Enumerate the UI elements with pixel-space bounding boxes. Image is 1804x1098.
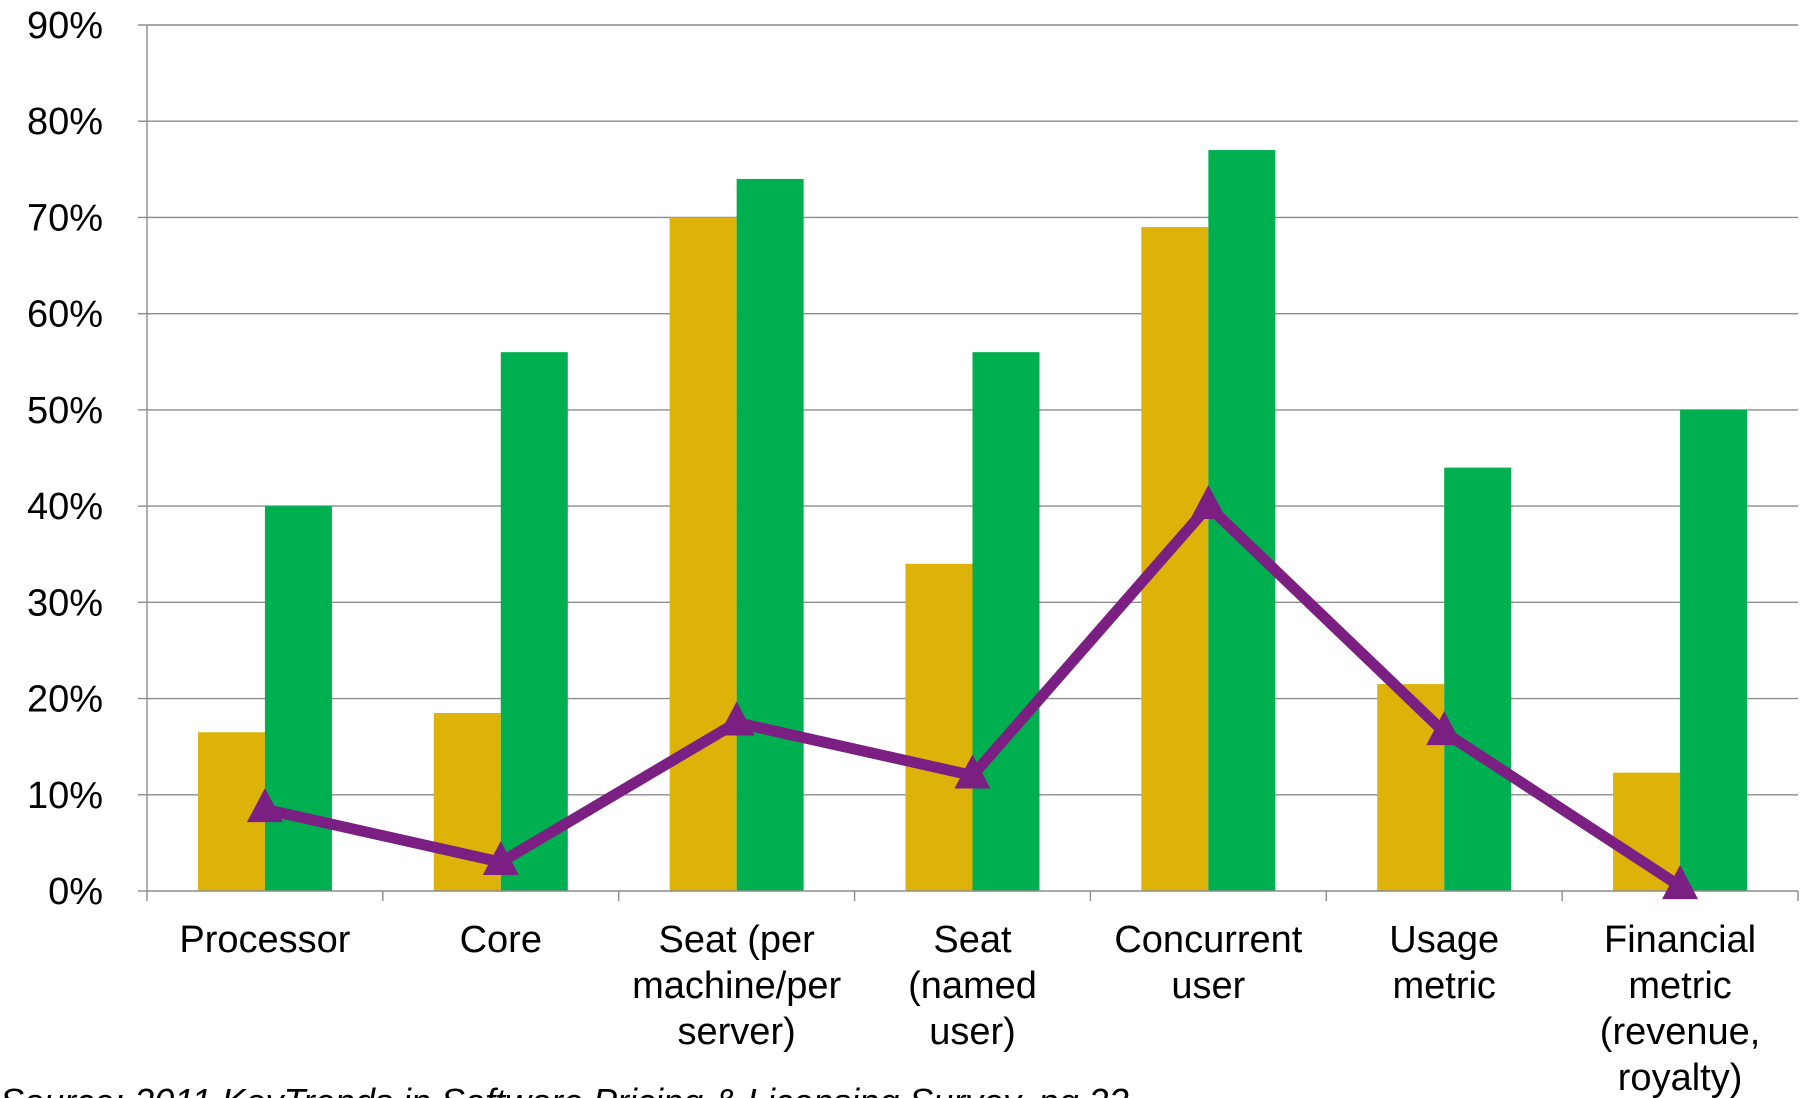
x-category-label-line: Seat [933,919,1012,961]
x-category-label: Usage metric [1389,919,1499,1007]
x-category-label: Core [460,919,542,961]
y-tick-label: 60% [27,294,103,336]
x-category-label: Processor [179,919,350,961]
y-tick-label: 90% [27,5,103,47]
x-category-label-line: (revenue, [1600,1011,1761,1053]
line-point-marker [718,701,755,736]
x-category-label-line: user [1171,965,1245,1007]
x-category-label: Seat (named user) [908,919,1037,1053]
x-category-label-line: Processor [179,919,350,961]
x-axis-category-labels: Processor Core Seat (per machine/per server)… [179,919,1760,1098]
bar [264,506,332,891]
x-category-label-line: machine/per [632,965,841,1007]
line-point-marker [954,754,991,789]
bar [736,178,804,891]
x-category-label-line: (named [908,965,1037,1007]
x-category-label-line: royalty) [1618,1057,1743,1098]
y-tick-label: 50% [27,390,103,432]
y-tick-label: 20% [27,679,103,721]
bar [972,352,1040,892]
bar [500,352,568,892]
x-category-label: Seat (per machine/per server) [632,919,841,1053]
bar [1680,409,1748,891]
axes [146,25,1799,901]
line-series [246,485,1699,900]
y-tick-label: 80% [27,101,103,143]
x-category-label-line: Financial [1604,919,1756,961]
x-category-label-line: server) [678,1011,796,1053]
line-point-marker [1426,711,1463,746]
line-point-marker [246,788,283,823]
bar [905,563,973,891]
y-axis-tick-labels: 0% 10% 20% 30% 40% 50% 60% 70% 80% 90% [27,5,147,913]
x-category-label-line: user) [929,1011,1016,1053]
y-tick-label: 0% [48,871,103,913]
line-point-marker [1190,485,1227,520]
x-category-label-line: metric [1628,965,1731,1007]
bars [197,150,1748,892]
source-note: Source: 2011 KeyTrends in Software Prici… [0,1081,1129,1098]
x-category-label: Financial metric (revenue, royalty) [1600,919,1761,1098]
x-category-label: Concurrent user [1114,919,1302,1007]
bar [1613,772,1681,891]
y-tick-label: 70% [27,197,103,239]
x-category-label-line: Seat (per [658,919,815,961]
bar [1444,467,1512,891]
x-category-label-line: Core [460,919,542,961]
x-category-label-line: metric [1392,965,1495,1007]
bar [1141,227,1209,892]
line-point-marker [1662,865,1699,900]
bar [669,217,737,891]
x-category-label-line: Usage [1389,919,1499,961]
y-tick-label: 40% [27,486,103,528]
y-tick-label: 30% [27,582,103,624]
x-category-label-line: Concurrent [1114,919,1302,961]
line-point-marker [482,841,519,876]
y-tick-label: 10% [27,775,103,817]
